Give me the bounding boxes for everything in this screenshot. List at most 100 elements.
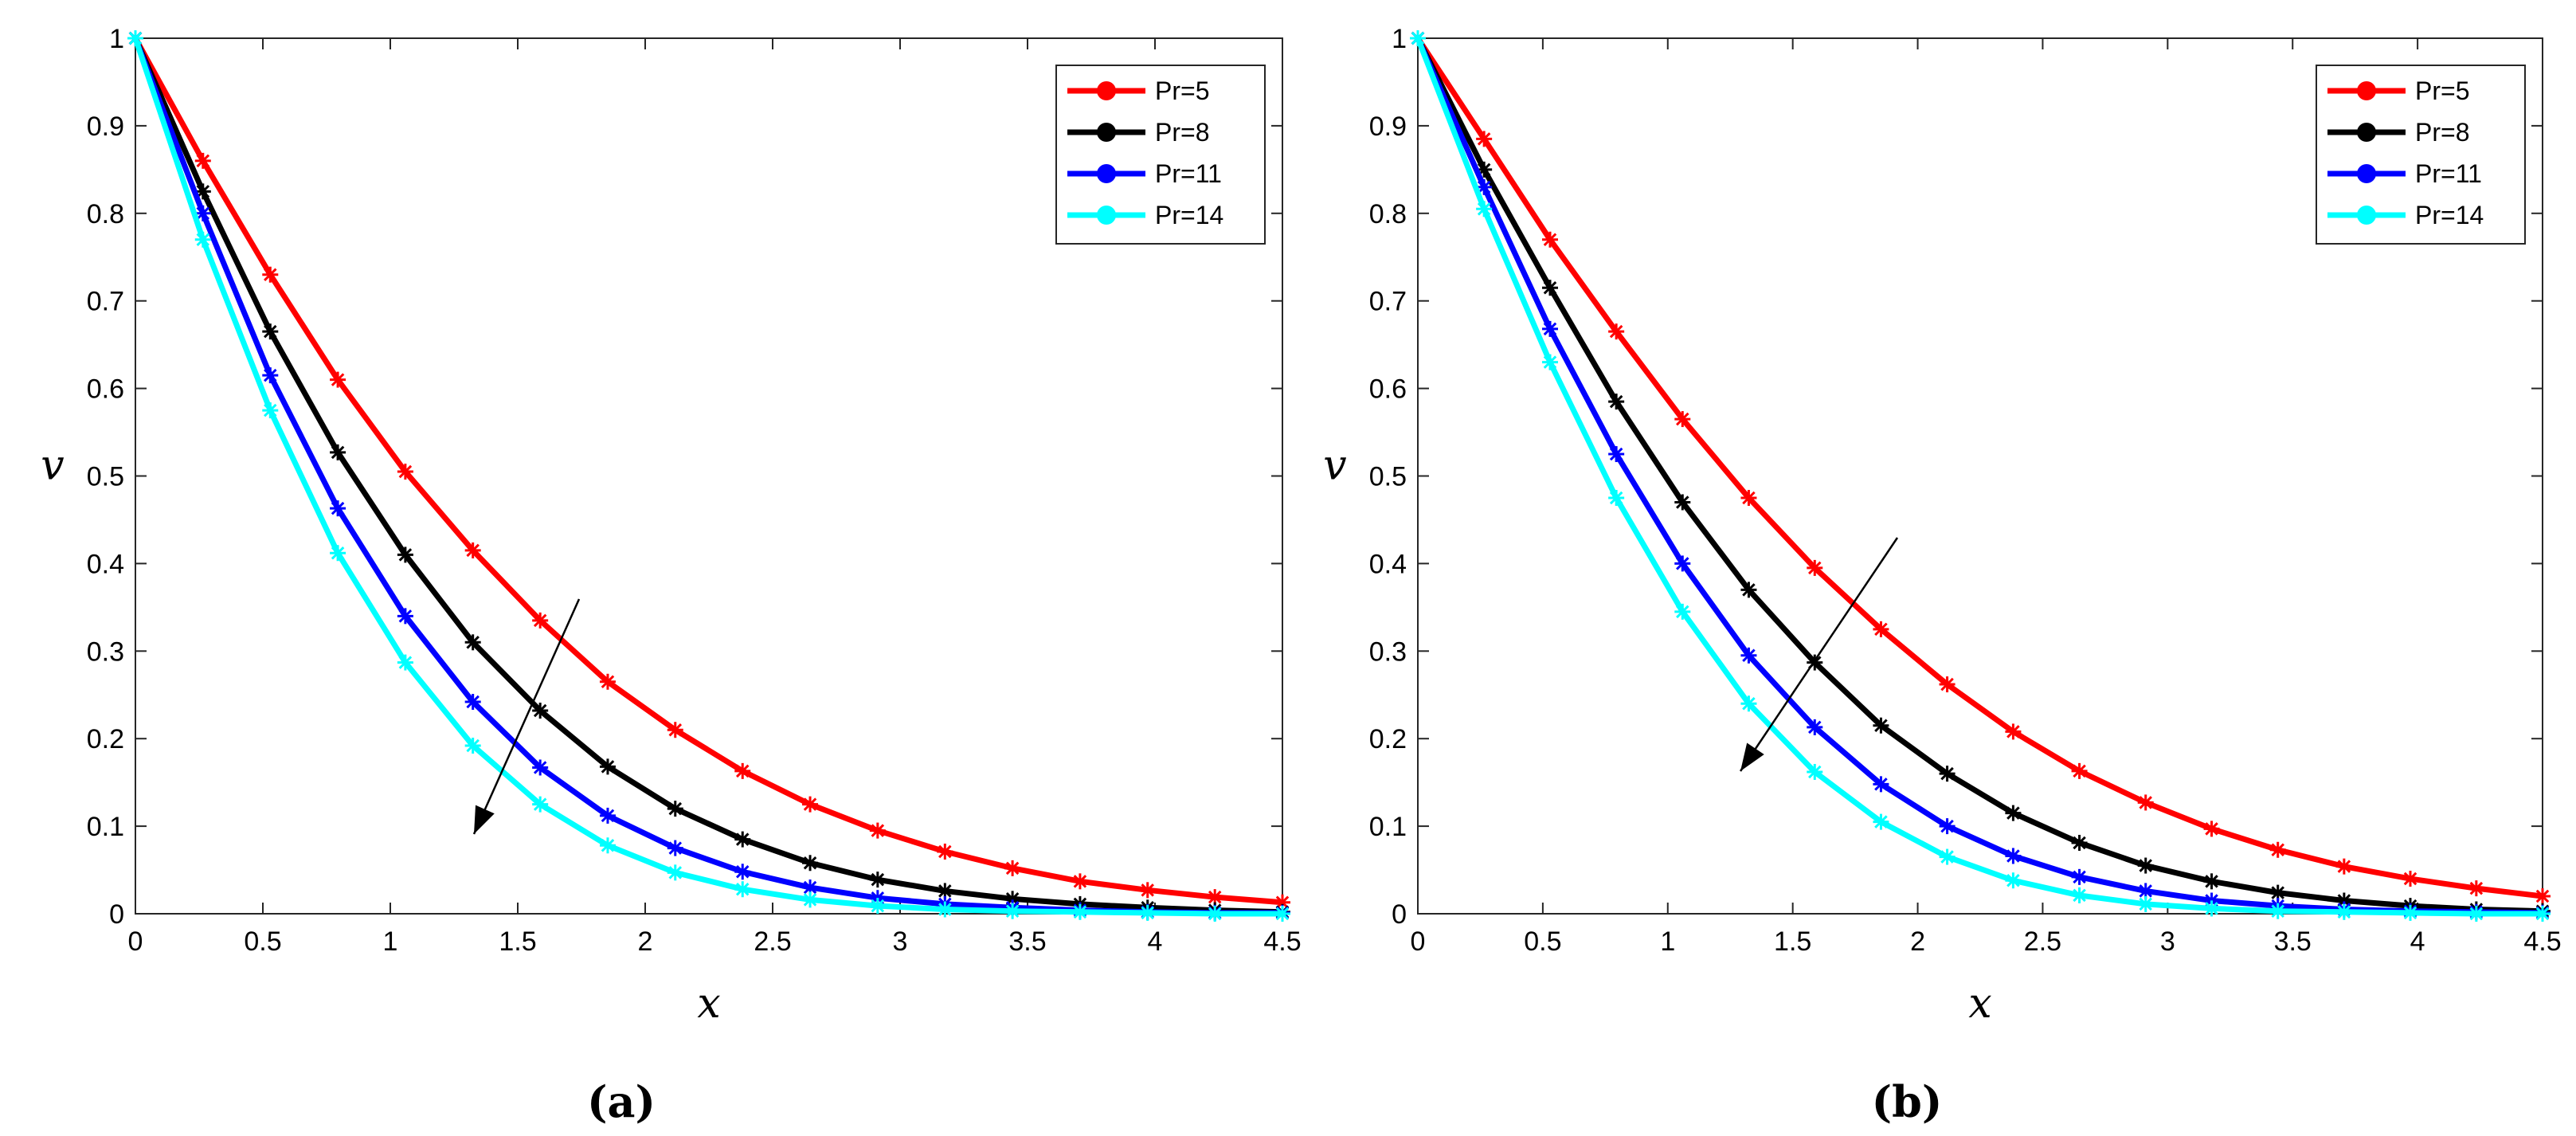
y-tick-label: 0.4 <box>87 549 124 579</box>
y-tick-label: 0 <box>1392 899 1407 930</box>
data-point-marker <box>1071 873 1088 890</box>
data-point-marker <box>2203 821 2220 837</box>
data-point-marker <box>2269 903 2286 919</box>
data-point-marker <box>802 796 819 813</box>
data-point-marker <box>2005 805 2022 821</box>
panel-caption: (b) <box>1872 1076 1943 1127</box>
y-tick-label: 0.9 <box>87 112 124 142</box>
data-point-marker <box>937 901 953 918</box>
data-point-marker <box>1608 323 1625 340</box>
data-point-marker <box>397 608 413 625</box>
data-point-marker <box>2005 723 2022 740</box>
y-tick-label: 0.5 <box>1369 462 1407 492</box>
data-point-marker <box>1740 489 1757 506</box>
trend-arrow <box>1739 537 1899 772</box>
data-point-marker <box>1274 906 1290 922</box>
data-point-marker <box>2005 848 2022 864</box>
data-point-marker <box>2137 794 2154 811</box>
legend-entry: Pr=5 <box>2327 76 2469 105</box>
x-axis-label: x <box>697 980 720 1028</box>
data-point-marker <box>1939 818 1955 835</box>
x-tick-label: 1.5 <box>499 926 536 957</box>
data-point-marker <box>2005 872 2022 889</box>
data-point-marker <box>1674 494 1691 511</box>
data-point-marker <box>2137 895 2154 912</box>
data-point-marker <box>464 542 481 558</box>
x-tick-label: 4.5 <box>1263 926 1301 957</box>
data-point-marker <box>1674 555 1691 572</box>
x-tick-label: 0 <box>1411 926 1426 957</box>
y-tick-label: 0.6 <box>87 374 124 405</box>
legend-entry: Pr=8 <box>1067 118 1209 147</box>
data-point-marker <box>194 152 211 169</box>
legend-entry: Pr=14 <box>2327 201 2484 229</box>
data-point-marker <box>464 634 481 651</box>
y-tick-label: 0.8 <box>87 199 124 229</box>
series-line-pr-8 <box>1415 35 2546 915</box>
data-point-marker <box>1476 201 1493 217</box>
legend-label: Pr=5 <box>2415 76 2469 105</box>
data-point-marker <box>1674 411 1691 428</box>
data-point-marker <box>1873 621 1889 637</box>
y-tick-label: 0.7 <box>87 287 124 317</box>
data-point-marker <box>330 500 346 517</box>
data-point-marker <box>869 822 886 839</box>
data-point-marker <box>667 864 683 881</box>
x-tick-label: 2.5 <box>754 926 791 957</box>
trend-arrow <box>472 598 581 835</box>
data-point-marker <box>532 703 549 719</box>
data-point-marker <box>937 843 953 860</box>
x-tick-label: 0.5 <box>244 926 281 957</box>
data-point-marker <box>2468 906 2484 922</box>
chart-panel-a: 0 0.5 1 1.5 2 2.5 3 3.5 4 4.5 0 0.1 0.2 0.3 0.4 0.5 0.6 0… <box>41 24 1301 1127</box>
data-point-marker <box>1608 446 1625 463</box>
data-point-marker <box>2335 858 2352 875</box>
data-point-marker <box>1139 882 1156 899</box>
data-point-marker <box>2203 873 2220 890</box>
x-tick-label: 3.5 <box>2274 926 2312 957</box>
data-point-marker <box>194 231 211 248</box>
data-point-marker <box>1807 719 1823 735</box>
series-line-pr-14 <box>1415 35 2546 917</box>
y-axis-label: v <box>1323 442 1346 490</box>
x-tick-label: 4 <box>2410 926 2425 957</box>
data-point-marker <box>1674 603 1691 620</box>
x-tick-label: 3 <box>2160 926 2175 957</box>
legend-entry: Pr=11 <box>2327 159 2482 188</box>
y-tick-label: 0.8 <box>1369 199 1407 229</box>
data-point-marker <box>2203 900 2220 917</box>
x-tick-label: 1 <box>1660 926 1675 957</box>
data-point-marker <box>1476 178 1493 195</box>
data-point-marker <box>532 796 549 813</box>
y-tick-label: 0.3 <box>1369 637 1407 667</box>
data-point-marker <box>2137 857 2154 874</box>
data-point-marker <box>2535 906 2551 922</box>
series-line-pr-5 <box>132 35 1286 906</box>
data-point-marker <box>397 546 413 563</box>
data-point-marker <box>1608 489 1625 506</box>
y-tick-label: 0.6 <box>1369 374 1407 405</box>
x-tick-label: 2 <box>1910 926 1925 957</box>
chart-panel-b: 0 0.5 1 1.5 2 2.5 3 3.5 4 4.5 0 0.1 0.2 0.3 0.4 0.5 0.6 0… <box>1323 24 2561 1127</box>
data-point-marker <box>2071 868 2088 885</box>
y-tick-label: 0.5 <box>87 462 124 492</box>
data-point-marker <box>262 323 279 340</box>
y-axis-label: v <box>41 442 64 490</box>
series-line-pr-8 <box>132 35 1286 915</box>
data-point-marker <box>464 737 481 754</box>
data-point-marker <box>1004 860 1021 876</box>
data-point-marker <box>2071 762 2088 779</box>
legend-label: Pr=14 <box>2415 201 2484 229</box>
x-tick-label: 1.5 <box>1774 926 1811 957</box>
data-point-marker <box>2071 834 2088 851</box>
legend-entry: Pr=11 <box>1067 159 1222 188</box>
x-tick-label: 1 <box>383 926 398 957</box>
data-point-marker <box>2335 903 2352 920</box>
data-point-marker <box>1939 676 1955 693</box>
x-tick-label: 3.5 <box>1008 926 1046 957</box>
legend-label: Pr=11 <box>2415 159 2482 188</box>
data-point-marker <box>599 673 616 690</box>
data-point-marker <box>262 367 279 384</box>
y-tick-label: 0.2 <box>1369 724 1407 754</box>
y-tick-label: 0.9 <box>1369 112 1407 142</box>
